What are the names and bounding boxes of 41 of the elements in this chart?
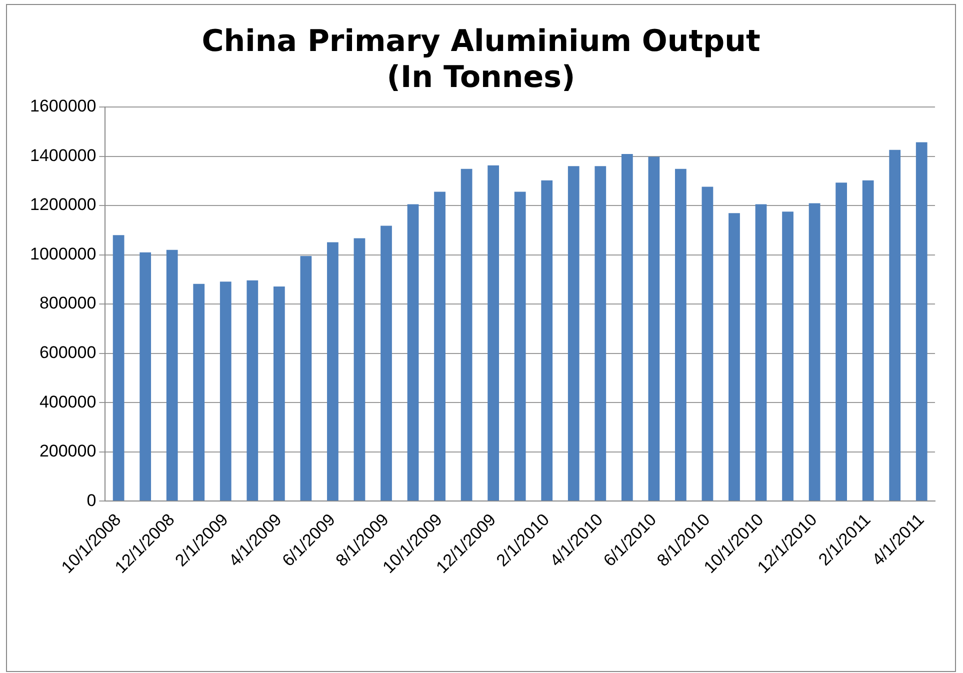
bar <box>354 238 366 501</box>
bar <box>112 235 124 501</box>
chart-title: China Primary Aluminium Output (In Tonnes) <box>202 24 760 95</box>
bar <box>140 252 152 501</box>
bar <box>755 204 767 501</box>
bar <box>488 165 500 501</box>
bar <box>541 180 553 501</box>
bar <box>782 212 794 501</box>
bar <box>434 192 446 501</box>
y-tick-label: 200000 <box>39 442 96 461</box>
bar <box>193 284 205 501</box>
bar <box>246 280 258 501</box>
bar <box>166 250 178 501</box>
bar <box>648 156 660 501</box>
bar <box>675 168 686 501</box>
y-tick-label: 600000 <box>39 343 96 362</box>
bar <box>568 166 580 501</box>
bar <box>514 192 526 501</box>
bar <box>862 180 874 501</box>
bar <box>889 150 901 501</box>
y-tick-label: 0 <box>86 490 96 510</box>
bar <box>300 256 312 501</box>
bar <box>702 186 714 501</box>
bar <box>220 282 232 501</box>
y-tick-label: 1000000 <box>30 244 96 264</box>
bar <box>808 203 820 501</box>
y-tick-label: 1200000 <box>30 195 96 214</box>
bar <box>621 154 633 501</box>
bar <box>327 242 338 501</box>
bar <box>380 226 392 501</box>
y-tick-label: 400000 <box>39 392 96 412</box>
bar <box>460 168 472 501</box>
bar <box>273 286 285 501</box>
bar <box>916 142 928 501</box>
y-tick-label: 1600000 <box>30 96 96 116</box>
y-tick-label: 1400000 <box>30 146 96 165</box>
bar <box>836 182 847 501</box>
bar <box>407 204 419 501</box>
bar <box>728 213 740 501</box>
y-tick-label: 800000 <box>39 294 96 313</box>
bar <box>594 166 606 501</box>
